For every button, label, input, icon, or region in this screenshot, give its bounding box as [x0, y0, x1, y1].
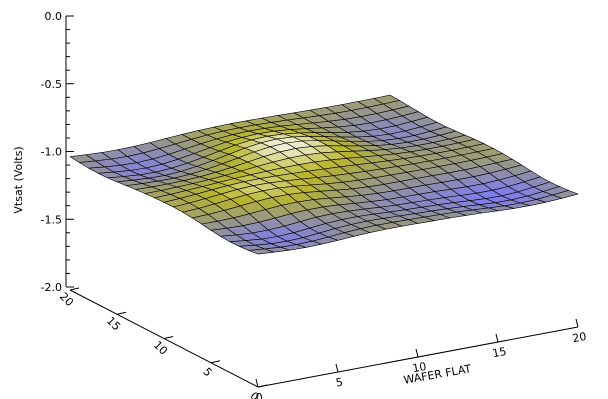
y-tick-label: 10 [151, 338, 170, 357]
x-tick [415, 348, 419, 358]
z-tick-label: -1.0 [41, 146, 62, 159]
y-tick [210, 360, 221, 364]
z-tick-label: -2.0 [41, 281, 62, 294]
x-tick [335, 363, 339, 373]
x-tick-label: 0 [255, 391, 264, 399]
y-tick [257, 384, 268, 388]
x-tick-label: 10 [411, 360, 427, 375]
z-axis-label: Vtsat (Volts) [12, 146, 25, 213]
x-tick [255, 378, 259, 388]
y-tick [69, 287, 80, 291]
surface-cell [551, 190, 579, 199]
x-tick [495, 333, 499, 343]
y-tick-label: 15 [104, 314, 123, 333]
y-tick-label: 0 [247, 389, 261, 399]
y-tick-label: 5 [200, 365, 214, 379]
x-tick-label: 20 [571, 330, 587, 345]
y-tick [116, 311, 127, 315]
x-tick [575, 318, 579, 328]
z-tick-label: -1.5 [41, 213, 62, 226]
x-tick-label: 5 [335, 376, 344, 390]
surface-mesh [69, 94, 579, 255]
z-tick-label: 0.0 [45, 10, 63, 23]
x-tick-label: 15 [491, 345, 507, 360]
z-tick-label: -0.5 [41, 78, 62, 91]
y-tick [163, 336, 174, 339]
